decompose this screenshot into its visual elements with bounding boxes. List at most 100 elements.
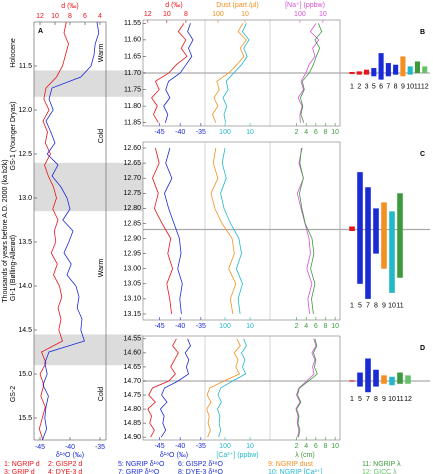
- y-tick-label: 11.80: [124, 103, 141, 110]
- y-tick-label: 14.90: [123, 434, 141, 441]
- x-axis-title: δ¹⁸O (‰): [56, 452, 84, 459]
- data-line: [295, 338, 317, 438]
- x-tick-label: -45: [154, 443, 164, 450]
- x-axis-title: λ (cm): [295, 452, 314, 459]
- x-tick-label: 6: [83, 13, 87, 20]
- bar-label: 10: [406, 83, 414, 90]
- timing-bar: [389, 211, 395, 293]
- data-line: [152, 147, 174, 315]
- x-tick-label: 100: [212, 11, 224, 18]
- panel-label: D: [420, 345, 425, 352]
- x-axis-title: [Ca²⁺] (ppbw): [216, 452, 258, 459]
- y-tick-label: 11.70: [124, 70, 141, 77]
- x-tick-label: -35: [196, 443, 206, 450]
- data-line: [206, 338, 241, 438]
- legend-entry: 5: NGRIP δ¹⁸O: [118, 461, 165, 468]
- bar-label: 7: [386, 83, 390, 90]
- timing-bar: [349, 380, 355, 382]
- data-line: [42, 21, 100, 441]
- y-tick-label: 12.0: [18, 107, 32, 114]
- data-line: [159, 338, 191, 438]
- x-tick-label: 6: [314, 129, 318, 136]
- bar-label: 5: [358, 303, 362, 310]
- x-tick-label: 10: [246, 443, 254, 450]
- x-tick-label: 8: [324, 323, 328, 330]
- y-tick-label: 12.5: [18, 151, 32, 158]
- legend-entry: 8: DYE-3 δ¹⁸O: [178, 469, 224, 474]
- legend-entry: 4: DYE-3 d: [48, 469, 82, 474]
- bar-label: 10: [388, 303, 396, 310]
- x-tick-label: 10: [331, 129, 339, 136]
- data-line: [163, 23, 194, 123]
- timing-bar: [393, 64, 399, 75]
- climate-label: Warm: [98, 44, 105, 63]
- bar-label: 10: [388, 396, 396, 403]
- data-line: [147, 338, 179, 438]
- data-line: [210, 147, 237, 315]
- x-tick-label: 10: [331, 323, 339, 330]
- bar-label: 9: [382, 303, 386, 310]
- y-tick-label: 14.70: [123, 378, 141, 385]
- x-tick-label: 10: [331, 443, 339, 450]
- x-tick-label: -45: [154, 129, 164, 136]
- timing-bar: [389, 376, 395, 386]
- x-tick-label: 10: [246, 323, 254, 330]
- timing-bar: [364, 69, 370, 75]
- legend-entry: 9: NGRIP dust: [268, 461, 313, 468]
- timing-bar: [397, 193, 403, 278]
- timing-bar: [373, 369, 379, 387]
- timing-bar: [357, 372, 363, 387]
- legend-entry: 11: NGRIP λ: [362, 461, 401, 468]
- x-axis-title: d (‰): [165, 2, 183, 9]
- y-tick-label: 14.65: [123, 364, 141, 371]
- timing-bar: [400, 56, 406, 77]
- timing-bar: [385, 63, 391, 77]
- timing-bar: [373, 208, 379, 254]
- bar-label: 7: [366, 303, 370, 310]
- legend-entry: 3: GRIP d: [4, 469, 35, 474]
- y-tick-label: 13.15: [123, 311, 141, 318]
- y-tick-label: 14.0: [18, 283, 32, 290]
- y-tick-label: 12.90: [123, 235, 141, 242]
- y-tick-label: 11.85: [124, 120, 141, 127]
- timing-bar: [349, 72, 355, 74]
- y-tick-label: 14.55: [123, 336, 141, 343]
- y-tick-label: 12.60: [123, 145, 141, 152]
- x-tick-label: 2: [295, 323, 299, 330]
- x-tick-label: 4: [304, 323, 308, 330]
- timing-bar: [407, 66, 413, 75]
- legend-entry: 7: GRIP δ¹⁸O: [118, 469, 160, 474]
- legend-entry: 12: GICC λ: [362, 469, 397, 474]
- timing-bar: [378, 53, 384, 80]
- y-tick-label: 11.75: [124, 86, 141, 93]
- x-tick-label: 4: [304, 129, 308, 136]
- bar-label: 8: [374, 396, 378, 403]
- data-line: [222, 23, 250, 123]
- x-tick-label: 10: [163, 11, 171, 18]
- timing-bar: [349, 226, 355, 231]
- climate-label: Warm: [98, 259, 105, 278]
- y-tick-label: 13.00: [123, 266, 141, 273]
- y-tick-label: 11.55: [124, 20, 141, 27]
- timing-bar: [422, 66, 428, 73]
- timing-bar: [381, 375, 387, 384]
- climate-label: Cold: [98, 129, 105, 144]
- y-tick-label: 11.65: [124, 53, 141, 60]
- period-label: GS-1 (Younger Dryas): [10, 102, 17, 171]
- panel-label: B: [420, 29, 425, 36]
- bar-label: 11: [396, 303, 403, 310]
- bar-label: 11: [396, 396, 403, 403]
- x-tick-label: 100: [219, 443, 231, 450]
- bar-label: 2: [357, 83, 361, 90]
- x-tick-label: 100: [219, 129, 231, 136]
- timing-bar: [365, 187, 371, 299]
- timing-bar: [397, 372, 403, 384]
- timing-bar: [365, 358, 371, 393]
- timing-bar: [381, 202, 387, 269]
- zoom-band: [34, 162, 143, 212]
- panel-frame: [142, 141, 341, 321]
- bar-label: 12: [404, 396, 412, 403]
- data-line: [299, 23, 323, 123]
- data-line: [211, 23, 247, 123]
- y-tick-label: 12.95: [123, 250, 141, 257]
